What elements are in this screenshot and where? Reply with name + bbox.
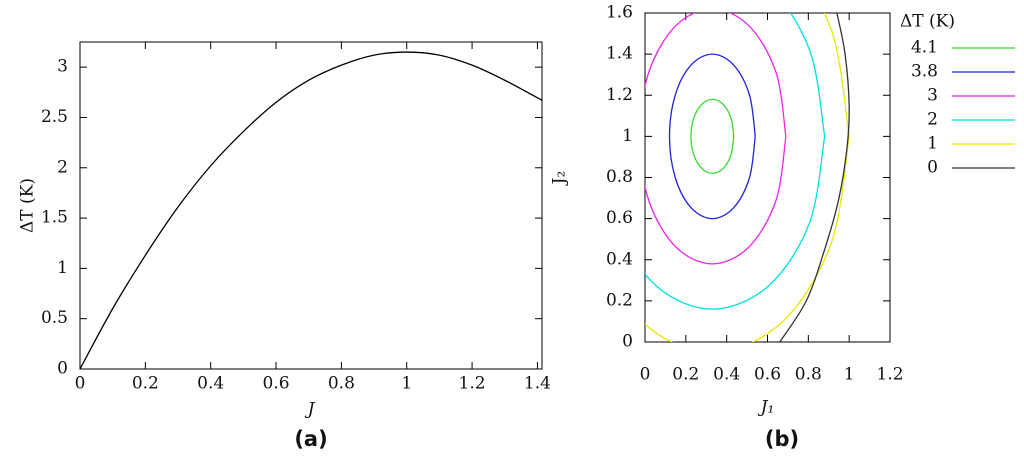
y-tick-label: 0.5 (41, 308, 68, 328)
panel-caption: (a) (294, 427, 327, 451)
x-tick-label: 0.4 (197, 374, 224, 394)
x-tick-label: 1 (844, 365, 855, 385)
contour-line (645, 13, 826, 310)
curve (80, 51, 542, 369)
y-axis-label: ΔT (K) (18, 178, 38, 233)
x-tick-label: 0 (640, 365, 651, 385)
y-tick-label: 0 (622, 332, 633, 352)
legend-label: 3.8 (911, 62, 938, 82)
y-tick-label: 0.6 (606, 208, 633, 228)
y-tick-label: 1 (622, 126, 633, 146)
x-tick-label: 1 (401, 374, 412, 394)
y-tick-label: 1.6 (606, 3, 633, 23)
y-tick-label: 1.5 (41, 208, 68, 228)
x-tick-label: 0.6 (263, 374, 290, 394)
legend-label: 2 (927, 110, 938, 130)
plot-frame (644, 12, 891, 343)
y-tick-label: 2 (57, 157, 68, 177)
x-tick-label: 0.6 (754, 365, 781, 385)
x-tick-label: 0 (75, 374, 86, 394)
contour-line (779, 13, 850, 342)
contour-line (668, 53, 756, 220)
legend-label: 4.1 (911, 38, 938, 58)
y-tick-label: 0.2 (606, 290, 633, 310)
y-tick-label: 1 (57, 258, 68, 278)
y-tick-label: 0.4 (606, 249, 633, 269)
legend-title: ΔT (K) (900, 12, 955, 32)
x-tick-label: 0.8 (328, 374, 355, 394)
x-axis-label: J (305, 400, 316, 420)
x-tick-label: 0.2 (672, 365, 699, 385)
panel-caption: (b) (765, 427, 799, 451)
x-tick-label: 0.4 (713, 365, 740, 385)
y-tick-label: 2.5 (41, 107, 68, 127)
contour-line (645, 13, 850, 342)
x-tick-label: 0.2 (132, 374, 159, 394)
x-tick-label: 0.8 (795, 365, 822, 385)
y-tick-label: 1.2 (606, 85, 633, 105)
y-axis-label: J₂ (550, 171, 570, 187)
y-tick-label: 0 (57, 359, 68, 379)
y-tick-label: 1.4 (606, 44, 633, 64)
x-tick-label: 1.4 (524, 374, 551, 394)
contour-line (690, 98, 735, 175)
plot-frame (79, 41, 543, 370)
x-tick-label: 1.2 (459, 374, 486, 394)
contour-line (645, 13, 787, 265)
y-tick-label: 3 (57, 57, 68, 77)
legend-label: 1 (927, 134, 938, 154)
x-tick-label: 1.2 (876, 365, 903, 385)
y-tick-label: 0.8 (606, 167, 633, 187)
legend-label: 3 (927, 86, 938, 106)
legend-label: 0 (927, 158, 938, 178)
x-axis-label: J₁ (758, 398, 775, 418)
